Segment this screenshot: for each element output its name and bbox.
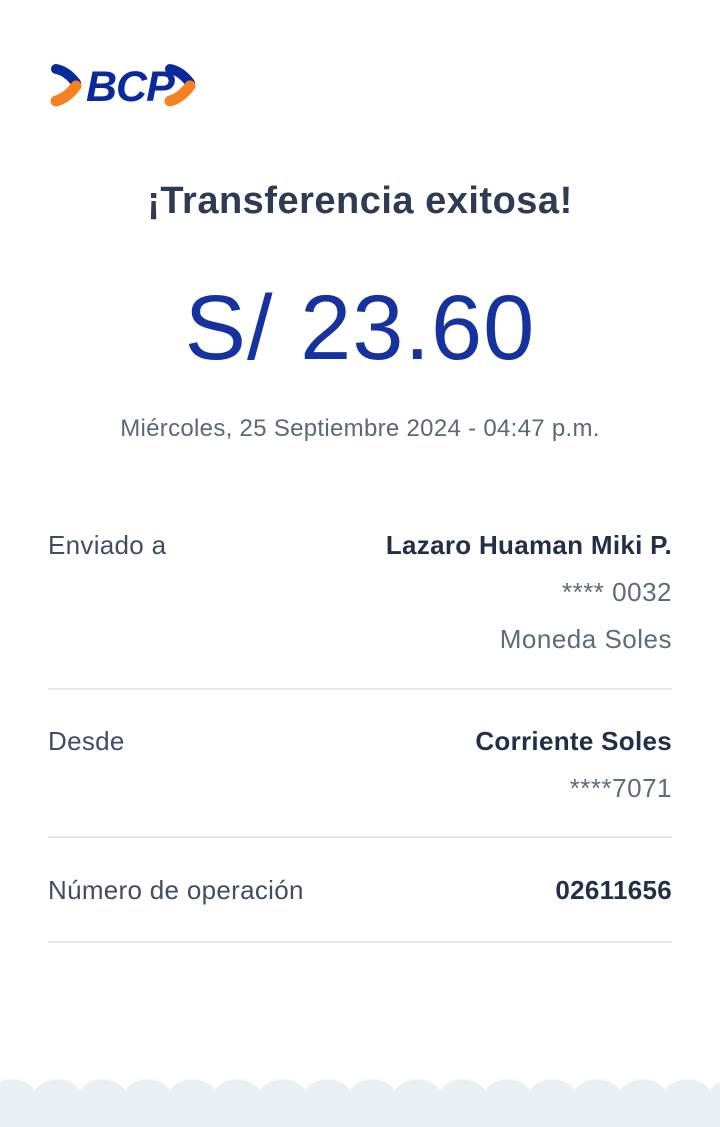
sent-to-section: Enviado a Lazaro Huaman Miki P. **** 003… (48, 530, 672, 690)
divider (48, 941, 672, 943)
source-account-name: Corriente Soles (475, 726, 672, 756)
recipient-account-masked: **** 0032 (561, 577, 672, 607)
bcp-logo-graphic: BCP (50, 63, 196, 111)
transfer-datetime: Miércoles, 25 Septiembre 2024 - 04:47 p.… (120, 415, 600, 442)
from-row: Desde Corriente Soles (48, 726, 672, 757)
divider (48, 836, 672, 838)
chevron-left-orange-icon (50, 80, 82, 107)
transfer-amount: S/ 23.60 (184, 277, 536, 379)
source-account-masked: ****7071 (569, 773, 672, 803)
recipient-currency: Moneda Soles (499, 624, 672, 654)
sent-to-row: Enviado a Lazaro Huaman Miki P. (48, 530, 672, 561)
operation-number: 02611656 (555, 875, 672, 905)
success-title: ¡Transferencia exitosa! (147, 180, 573, 222)
transfer-details: Enviado a Lazaro Huaman Miki P. **** 003… (48, 505, 672, 943)
bcp-logo-text: BCP (86, 63, 175, 108)
recipient-name: Lazaro Huaman Miki P. (385, 530, 672, 560)
operation-section: Número de operación 02611656 (48, 875, 672, 943)
from-label: Desde (48, 726, 125, 756)
operation-row: Número de operación 02611656 (48, 875, 672, 906)
chevron-left-blue-icon (51, 64, 81, 88)
from-section: Desde Corriente Soles ****7071 (48, 726, 672, 838)
divider (48, 688, 672, 690)
receipt-scallop-edge (0, 1081, 720, 1127)
bcp-logo: BCP (48, 62, 198, 111)
operation-number-label: Número de operación (48, 875, 304, 905)
chevron-right-orange-icon (164, 80, 196, 107)
sent-to-label: Enviado a (48, 530, 167, 560)
